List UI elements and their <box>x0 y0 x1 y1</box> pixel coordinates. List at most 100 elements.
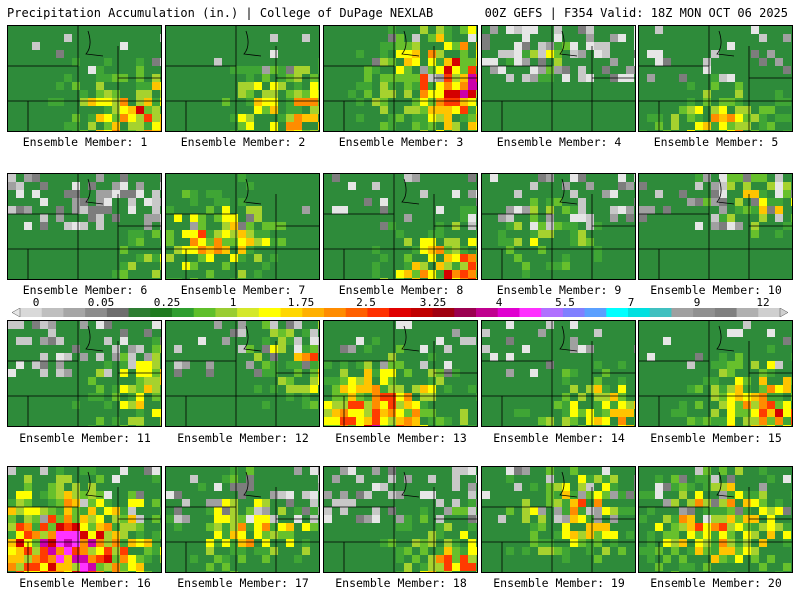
colorbar-tick-label: 2.5 <box>356 296 376 309</box>
colorbar-swatch <box>302 308 325 317</box>
member-label: Ensemble Member: 16 <box>19 576 151 590</box>
state-boundaries <box>166 174 319 279</box>
colorbar-swatch <box>606 308 629 317</box>
precip-field-map <box>8 321 161 426</box>
colorbar-swatch <box>432 308 455 317</box>
colorbar-tick-label: 5.5 <box>555 296 575 309</box>
member-map-panel <box>638 25 793 132</box>
colorbar-swatch <box>693 308 716 317</box>
member-label: Ensemble Member: 4 <box>496 135 622 149</box>
state-boundaries <box>8 174 161 279</box>
precip-field-map <box>324 321 477 426</box>
member-map-panel <box>323 173 478 280</box>
precip-field-map <box>8 174 161 279</box>
state-boundaries <box>166 26 319 131</box>
colorbar-swatch <box>541 308 564 317</box>
precip-field-map <box>166 321 319 426</box>
member-map-panel <box>165 173 320 280</box>
colorbar-swatch <box>150 308 173 317</box>
state-boundaries <box>482 467 635 572</box>
precip-field-map <box>482 467 635 572</box>
colorbar-swatch <box>128 308 151 317</box>
colorbar-swatch <box>584 308 607 317</box>
colorbar-tick-label: 1.75 <box>287 296 315 309</box>
colorbar-swatch <box>106 308 130 317</box>
state-boundaries <box>639 321 792 426</box>
member-label: Ensemble Member: 8 <box>338 283 464 297</box>
precip-field-map <box>482 26 635 131</box>
colorbar-swatch <box>628 308 651 317</box>
colorbar-swatch <box>736 308 759 317</box>
member-label: Ensemble Member: 15 <box>650 431 782 445</box>
state-boundaries <box>324 26 477 131</box>
precip-field-map <box>482 321 635 426</box>
member-map-panel <box>165 320 320 427</box>
colorbar-swatch <box>172 308 195 317</box>
member-map-panel <box>481 466 636 573</box>
state-boundaries <box>639 174 792 279</box>
colorbar-swatch <box>193 308 216 317</box>
state-boundaries <box>482 174 635 279</box>
colorbar-tick-label: 4 <box>495 296 503 309</box>
member-label: Ensemble Member: 6 <box>22 283 148 297</box>
colorbar-left-arrow <box>12 308 21 317</box>
colorbar-tick-label: 0 <box>32 296 40 309</box>
state-boundaries <box>166 467 319 572</box>
member-map-panel <box>481 320 636 427</box>
precip-field-map <box>324 467 477 572</box>
member-map-panel <box>481 25 636 132</box>
colorbar-swatch <box>280 308 303 317</box>
precip-field-map <box>166 467 319 572</box>
colorbar-swatch <box>410 308 434 317</box>
state-boundaries <box>482 26 635 131</box>
state-boundaries <box>8 321 161 426</box>
state-boundaries <box>639 26 792 131</box>
member-label: Ensemble Member: 13 <box>335 431 467 445</box>
colorbar-swatch <box>345 308 368 317</box>
member-map-panel <box>638 466 793 573</box>
member-label: Ensemble Member: 19 <box>493 576 625 590</box>
colorbar-swatch <box>215 308 238 317</box>
member-label: Ensemble Member: 7 <box>180 283 306 297</box>
member-map-panel <box>481 173 636 280</box>
member-map-panel <box>165 25 320 132</box>
precip-field-map <box>8 467 161 572</box>
member-label: Ensemble Member: 2 <box>180 135 306 149</box>
member-label: Ensemble Member: 18 <box>335 576 467 590</box>
colorbar-swatch <box>519 308 542 317</box>
colorbar-tick-label: 9 <box>693 296 701 309</box>
state-boundaries <box>482 321 635 426</box>
colorbar-swatch <box>324 308 347 317</box>
colorbar-tick-label: 0.25 <box>153 296 181 309</box>
colorbar-tick-label: 1 <box>229 296 237 309</box>
member-label: Ensemble Member: 9 <box>496 283 622 297</box>
member-map-panel <box>7 466 162 573</box>
model-valid-time: 00Z GEFS | F354 Valid: 18Z MON OCT 06 20… <box>484 6 788 20</box>
colorbar-swatch <box>367 308 390 317</box>
colorbar-tick-label: 3.25 <box>419 296 447 309</box>
precip-field-map <box>324 174 477 279</box>
member-map-panel <box>165 466 320 573</box>
precip-field-map <box>639 321 792 426</box>
colorbar-swatch <box>389 308 412 317</box>
member-map-panel <box>638 320 793 427</box>
colorbar-swatch <box>671 308 694 317</box>
state-boundaries <box>324 174 477 279</box>
member-map-panel <box>323 466 478 573</box>
state-boundaries <box>8 26 161 131</box>
colorbar-tick-label: 12 <box>756 296 770 309</box>
colorbar-swatch <box>649 308 672 317</box>
member-label: Ensemble Member: 10 <box>650 283 782 297</box>
precip-field-map <box>639 174 792 279</box>
colorbar-swatch <box>714 308 738 317</box>
colorbar-swatch <box>758 308 781 317</box>
member-label: Ensemble Member: 17 <box>177 576 309 590</box>
state-boundaries <box>639 467 792 572</box>
precip-field-map <box>324 26 477 131</box>
colorbar-swatch <box>497 308 520 317</box>
state-boundaries <box>166 321 319 426</box>
member-label: Ensemble Member: 11 <box>19 431 151 445</box>
member-map-panel <box>7 173 162 280</box>
colorbar-tick-label: 0.05 <box>87 296 115 309</box>
precip-field-map <box>482 174 635 279</box>
